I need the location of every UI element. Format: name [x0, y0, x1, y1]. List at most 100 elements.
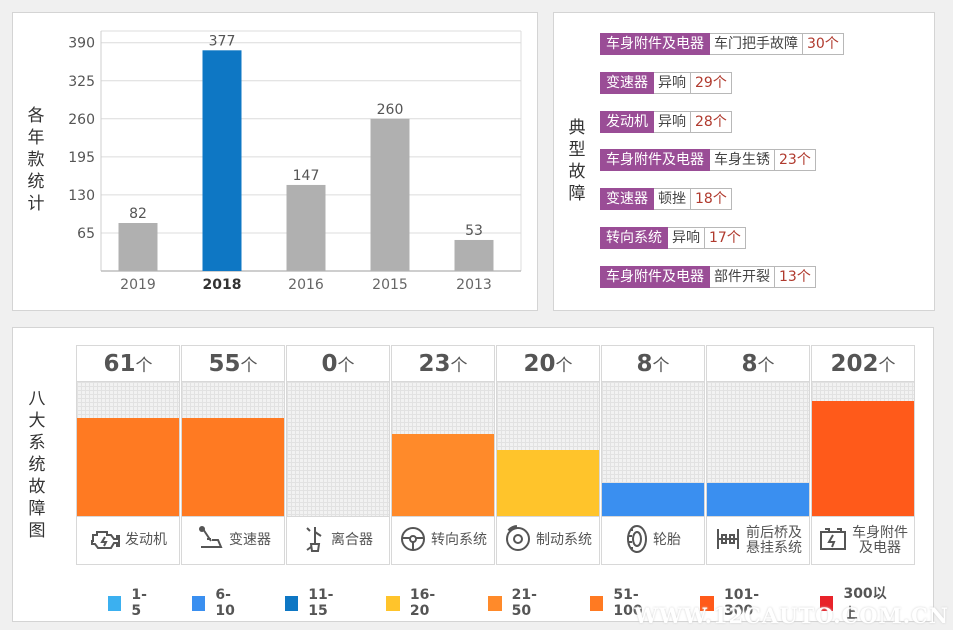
- fault-type: 异响: [654, 71, 691, 94]
- system-label: 制动系统: [496, 516, 600, 565]
- count-number: 55: [208, 351, 241, 377]
- y-tick-label: 65: [77, 226, 95, 242]
- system-count: 8个: [601, 345, 705, 382]
- fault-row: 变速器 异响 29个: [600, 71, 732, 94]
- fault-count: 18个: [691, 188, 732, 211]
- count-unit: 个: [135, 356, 153, 376]
- data-label-2018: 377: [209, 33, 236, 49]
- brake-disc-icon: [504, 524, 532, 557]
- x-tick-label-2015: 2015: [372, 277, 408, 293]
- yearly-side-label: 各年款统计: [27, 106, 45, 214]
- legend-swatch: [488, 595, 502, 611]
- legend-item: 1-5: [108, 583, 154, 623]
- data-label-2019: 82: [129, 206, 147, 222]
- x-tick-label-2013: 2013: [456, 277, 492, 293]
- system-bar: [812, 400, 914, 516]
- system-bar: [182, 418, 284, 516]
- typical-side-label: 典型故障: [568, 118, 586, 204]
- engine-icon: [89, 526, 121, 556]
- fault-count: 17个: [705, 227, 746, 249]
- fault-type: 异响: [654, 110, 691, 133]
- fault-count: 29个: [691, 71, 732, 94]
- fault-type: 顿挫: [654, 188, 691, 211]
- system-label: 发动机: [76, 516, 180, 565]
- gear-shift-icon: [195, 525, 225, 557]
- legend-item: 11-15: [284, 583, 349, 623]
- system-count: 0个: [286, 345, 390, 382]
- count-number: 61: [103, 351, 136, 377]
- legend-swatch: [386, 595, 400, 611]
- legend-label: 6-10: [215, 587, 235, 619]
- legend-item: 21-50: [488, 583, 552, 623]
- count-number: 8: [636, 351, 653, 377]
- system-label: 变速器: [181, 516, 285, 565]
- system-count: 202个: [811, 345, 915, 382]
- steering-wheel-icon: [399, 525, 427, 557]
- clutch-pedal-icon: [303, 524, 327, 558]
- fault-part: 变速器: [600, 71, 654, 94]
- x-tick-label-2019: 2019: [120, 277, 156, 293]
- system-bar-area: [76, 382, 180, 516]
- legend-swatch: [108, 595, 122, 611]
- fault-type: 异响: [668, 227, 705, 249]
- fault-count: 28个: [691, 110, 732, 133]
- system-name: 转向系统: [431, 532, 487, 548]
- system-count: 8个: [706, 345, 810, 382]
- car-battery-icon: [818, 526, 848, 556]
- system-bar-area: [286, 382, 390, 516]
- system-name: 轮胎: [653, 532, 681, 548]
- fault-count: 30个: [803, 33, 844, 55]
- count-unit: 个: [757, 356, 775, 376]
- system-count: 55个: [181, 345, 285, 382]
- count-number: 0: [321, 351, 338, 377]
- y-tick-label: 390: [68, 36, 95, 52]
- system-bar-area: [706, 382, 810, 516]
- yearly-bar-chart: 65 130 195 260 325 390 82 2019 377 2018 147 2016 260…: [68, 30, 522, 293]
- count-number: 20: [523, 351, 556, 377]
- systems-side-label: 八大系统故障图: [28, 389, 46, 541]
- legend-item: 16-20: [386, 583, 450, 623]
- count-unit: 个: [450, 356, 468, 376]
- system-column: 8个轮胎: [601, 345, 705, 565]
- system-column: 20个 制动系统: [496, 345, 600, 565]
- system-column: 55个变速器: [181, 345, 285, 565]
- y-tick-label: 260: [68, 112, 95, 128]
- fault-part: 转向系统: [600, 227, 668, 249]
- fault-row: 车身附件及电器 车门把手故障 30个: [600, 33, 844, 55]
- data-label-2016: 147: [293, 168, 320, 184]
- system-bar: [707, 482, 809, 516]
- fault-row: 发动机 异响 28个: [600, 110, 732, 133]
- legend-item: 6-10: [191, 583, 247, 623]
- legend-swatch: [284, 595, 299, 611]
- count-unit: 个: [652, 356, 670, 376]
- legend-label: 16-20: [409, 587, 436, 619]
- system-bar-area: [811, 382, 915, 516]
- fault-part: 车身附件及电器: [600, 149, 710, 172]
- count-number: 202: [830, 351, 879, 377]
- data-label-2013: 53: [465, 223, 483, 239]
- legend-swatch: [589, 595, 604, 611]
- legend-label: 101-300: [723, 587, 760, 619]
- x-tick-label-2018: 2018: [203, 277, 242, 293]
- fault-type: 车身生锈: [710, 149, 775, 172]
- fault-type: 部件开裂: [710, 265, 775, 288]
- fault-row: 变速器 顿挫 18个: [600, 188, 732, 211]
- system-column: 8个 前后桥及 悬挂系统: [706, 345, 810, 565]
- watermark: WWW.12CAUTO.COM.CN: [634, 603, 949, 628]
- system-bar-area: [391, 382, 495, 516]
- system-column: 61个发动机: [76, 345, 180, 565]
- system-bar: [392, 434, 494, 516]
- legend: 1-5 6-10 11-15 16-20 21-50 51-100 101-300 300以上: [108, 583, 933, 623]
- legend-label: 51-100: [613, 587, 643, 619]
- legend-swatch: [700, 595, 714, 611]
- count-number: 8: [741, 351, 758, 377]
- y-tick-label: 325: [68, 74, 95, 90]
- count-unit: 个: [337, 356, 355, 376]
- legend-label: 1-5: [131, 587, 147, 619]
- data-label-2015: 260: [377, 102, 404, 118]
- system-bar-area: [601, 382, 705, 516]
- fault-row: 车身附件及电器 车身生锈 23个: [600, 149, 816, 172]
- suspension-icon: [714, 525, 742, 557]
- bar-2019: [118, 223, 158, 271]
- bar-2015: [370, 118, 410, 272]
